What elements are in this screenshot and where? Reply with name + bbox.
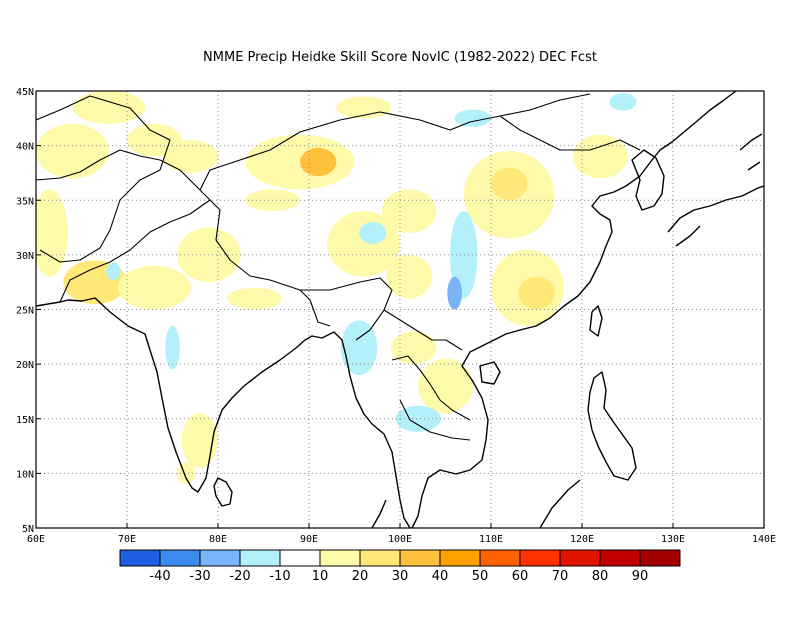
lat-tick-label: 45N bbox=[16, 87, 34, 98]
lat-tick-label: 15N bbox=[16, 415, 34, 426]
colorbar-swatch bbox=[599, 549, 641, 567]
lon-tick-label: 100E bbox=[388, 534, 412, 545]
border-lines bbox=[36, 93, 641, 441]
colorbar-swatch bbox=[399, 549, 441, 567]
skill-patch bbox=[340, 320, 378, 376]
coastline-hainan bbox=[479, 361, 501, 385]
colorbar-label: 30 bbox=[392, 569, 409, 584]
skill-patch bbox=[36, 189, 68, 277]
colorbar-label: 20 bbox=[352, 569, 369, 584]
skill-shading bbox=[36, 91, 637, 485]
colorbar-label: -10 bbox=[269, 569, 290, 584]
skill-patch bbox=[450, 211, 478, 299]
lat-tick-label: 30N bbox=[16, 251, 34, 262]
colorbar-swatch bbox=[199, 549, 241, 567]
colorbar-swatch bbox=[559, 549, 601, 567]
colorbar-swatch bbox=[319, 549, 361, 567]
skill-patch bbox=[36, 123, 109, 179]
coastline-taiwan bbox=[589, 305, 603, 337]
colorbar-label: 60 bbox=[512, 569, 529, 584]
colorbar-label: -20 bbox=[229, 569, 250, 584]
skill-patch bbox=[572, 134, 628, 179]
lon-tick-label: 140E bbox=[752, 534, 776, 545]
coastline-sri-lanka bbox=[213, 477, 233, 507]
colorbar-swatch bbox=[279, 549, 321, 567]
colorbar-swatch bbox=[639, 549, 681, 567]
lat-tick-label: 35N bbox=[16, 196, 34, 207]
skill-patch bbox=[609, 93, 637, 111]
lon-tick-label: 130E bbox=[661, 534, 685, 545]
lat-tick-label: 5N bbox=[22, 524, 34, 535]
skill-patch bbox=[381, 189, 437, 234]
colorbar-swatch bbox=[479, 549, 521, 567]
skill-patch bbox=[518, 276, 555, 310]
colorbar-swatch bbox=[439, 549, 481, 567]
colorbar-swatch bbox=[159, 549, 201, 567]
colorbar-label: 50 bbox=[472, 569, 489, 584]
coastline-south-asia bbox=[36, 297, 411, 528]
skill-patch bbox=[227, 287, 282, 310]
lat-tick-label: 20N bbox=[16, 360, 34, 371]
lon-tick-label: 80E bbox=[209, 534, 227, 545]
lon-tick-label: 120E bbox=[570, 534, 594, 545]
lat-tick-label: 10N bbox=[16, 469, 34, 480]
lat-tick-label: 40N bbox=[16, 142, 34, 153]
colorbar-label: 80 bbox=[592, 569, 609, 584]
colorbar-label: 90 bbox=[632, 569, 649, 584]
lon-tick-label: 70E bbox=[118, 534, 136, 545]
colorbar-swatch bbox=[119, 549, 161, 567]
skill-patch bbox=[454, 109, 491, 128]
skill-patch bbox=[418, 358, 473, 414]
colorbar-label: -40 bbox=[149, 569, 170, 584]
colorbar-legend: -40 -30 -20 -10 10 20 30 40 50 60 70 80 90 bbox=[119, 549, 681, 584]
longitude-axis: 60E 70E 80E 90E 100E 110E 120E 130E 140E bbox=[27, 523, 776, 545]
skill-patch bbox=[386, 254, 432, 299]
lon-tick-label: 110E bbox=[479, 534, 503, 545]
coastline-philippines bbox=[587, 371, 637, 481]
lon-tick-label: 60E bbox=[27, 534, 45, 545]
skill-patch bbox=[299, 147, 337, 177]
skill-patch bbox=[491, 167, 528, 201]
skill-patch bbox=[395, 405, 441, 432]
colorbar-label: 70 bbox=[552, 569, 569, 584]
colorbar-label: 10 bbox=[312, 569, 329, 584]
colorbar-label: 40 bbox=[432, 569, 449, 584]
lon-tick-label: 90E bbox=[300, 534, 318, 545]
latitude-axis: 5N 10N 15N 20N 25N 30N 35N 40N 45N bbox=[16, 87, 41, 535]
colorbar-swatch bbox=[239, 549, 281, 567]
skill-patch bbox=[390, 331, 437, 365]
lat-lon-grid bbox=[36, 91, 764, 528]
chart-title: NMME Precip Heidke Skill Score NovIC (19… bbox=[203, 50, 597, 65]
skill-patch bbox=[106, 262, 121, 281]
colorbar-swatch bbox=[359, 549, 401, 567]
skill-patch bbox=[117, 265, 191, 310]
skill-patch bbox=[181, 413, 218, 468]
lat-tick-label: 25N bbox=[16, 306, 34, 317]
skill-patch bbox=[245, 134, 355, 190]
skill-patch bbox=[163, 140, 218, 173]
coastline-borneo bbox=[371, 479, 581, 528]
skill-patch bbox=[359, 222, 387, 244]
coastline-korea bbox=[631, 149, 665, 211]
skill-patch bbox=[72, 91, 146, 124]
skill-patch bbox=[447, 276, 462, 310]
colorbar-swatch bbox=[519, 549, 561, 567]
colorbar-label: -30 bbox=[189, 569, 210, 584]
skill-patch bbox=[165, 325, 180, 370]
coastline-japan bbox=[667, 133, 764, 247]
coastlines-and-borders bbox=[36, 91, 764, 528]
